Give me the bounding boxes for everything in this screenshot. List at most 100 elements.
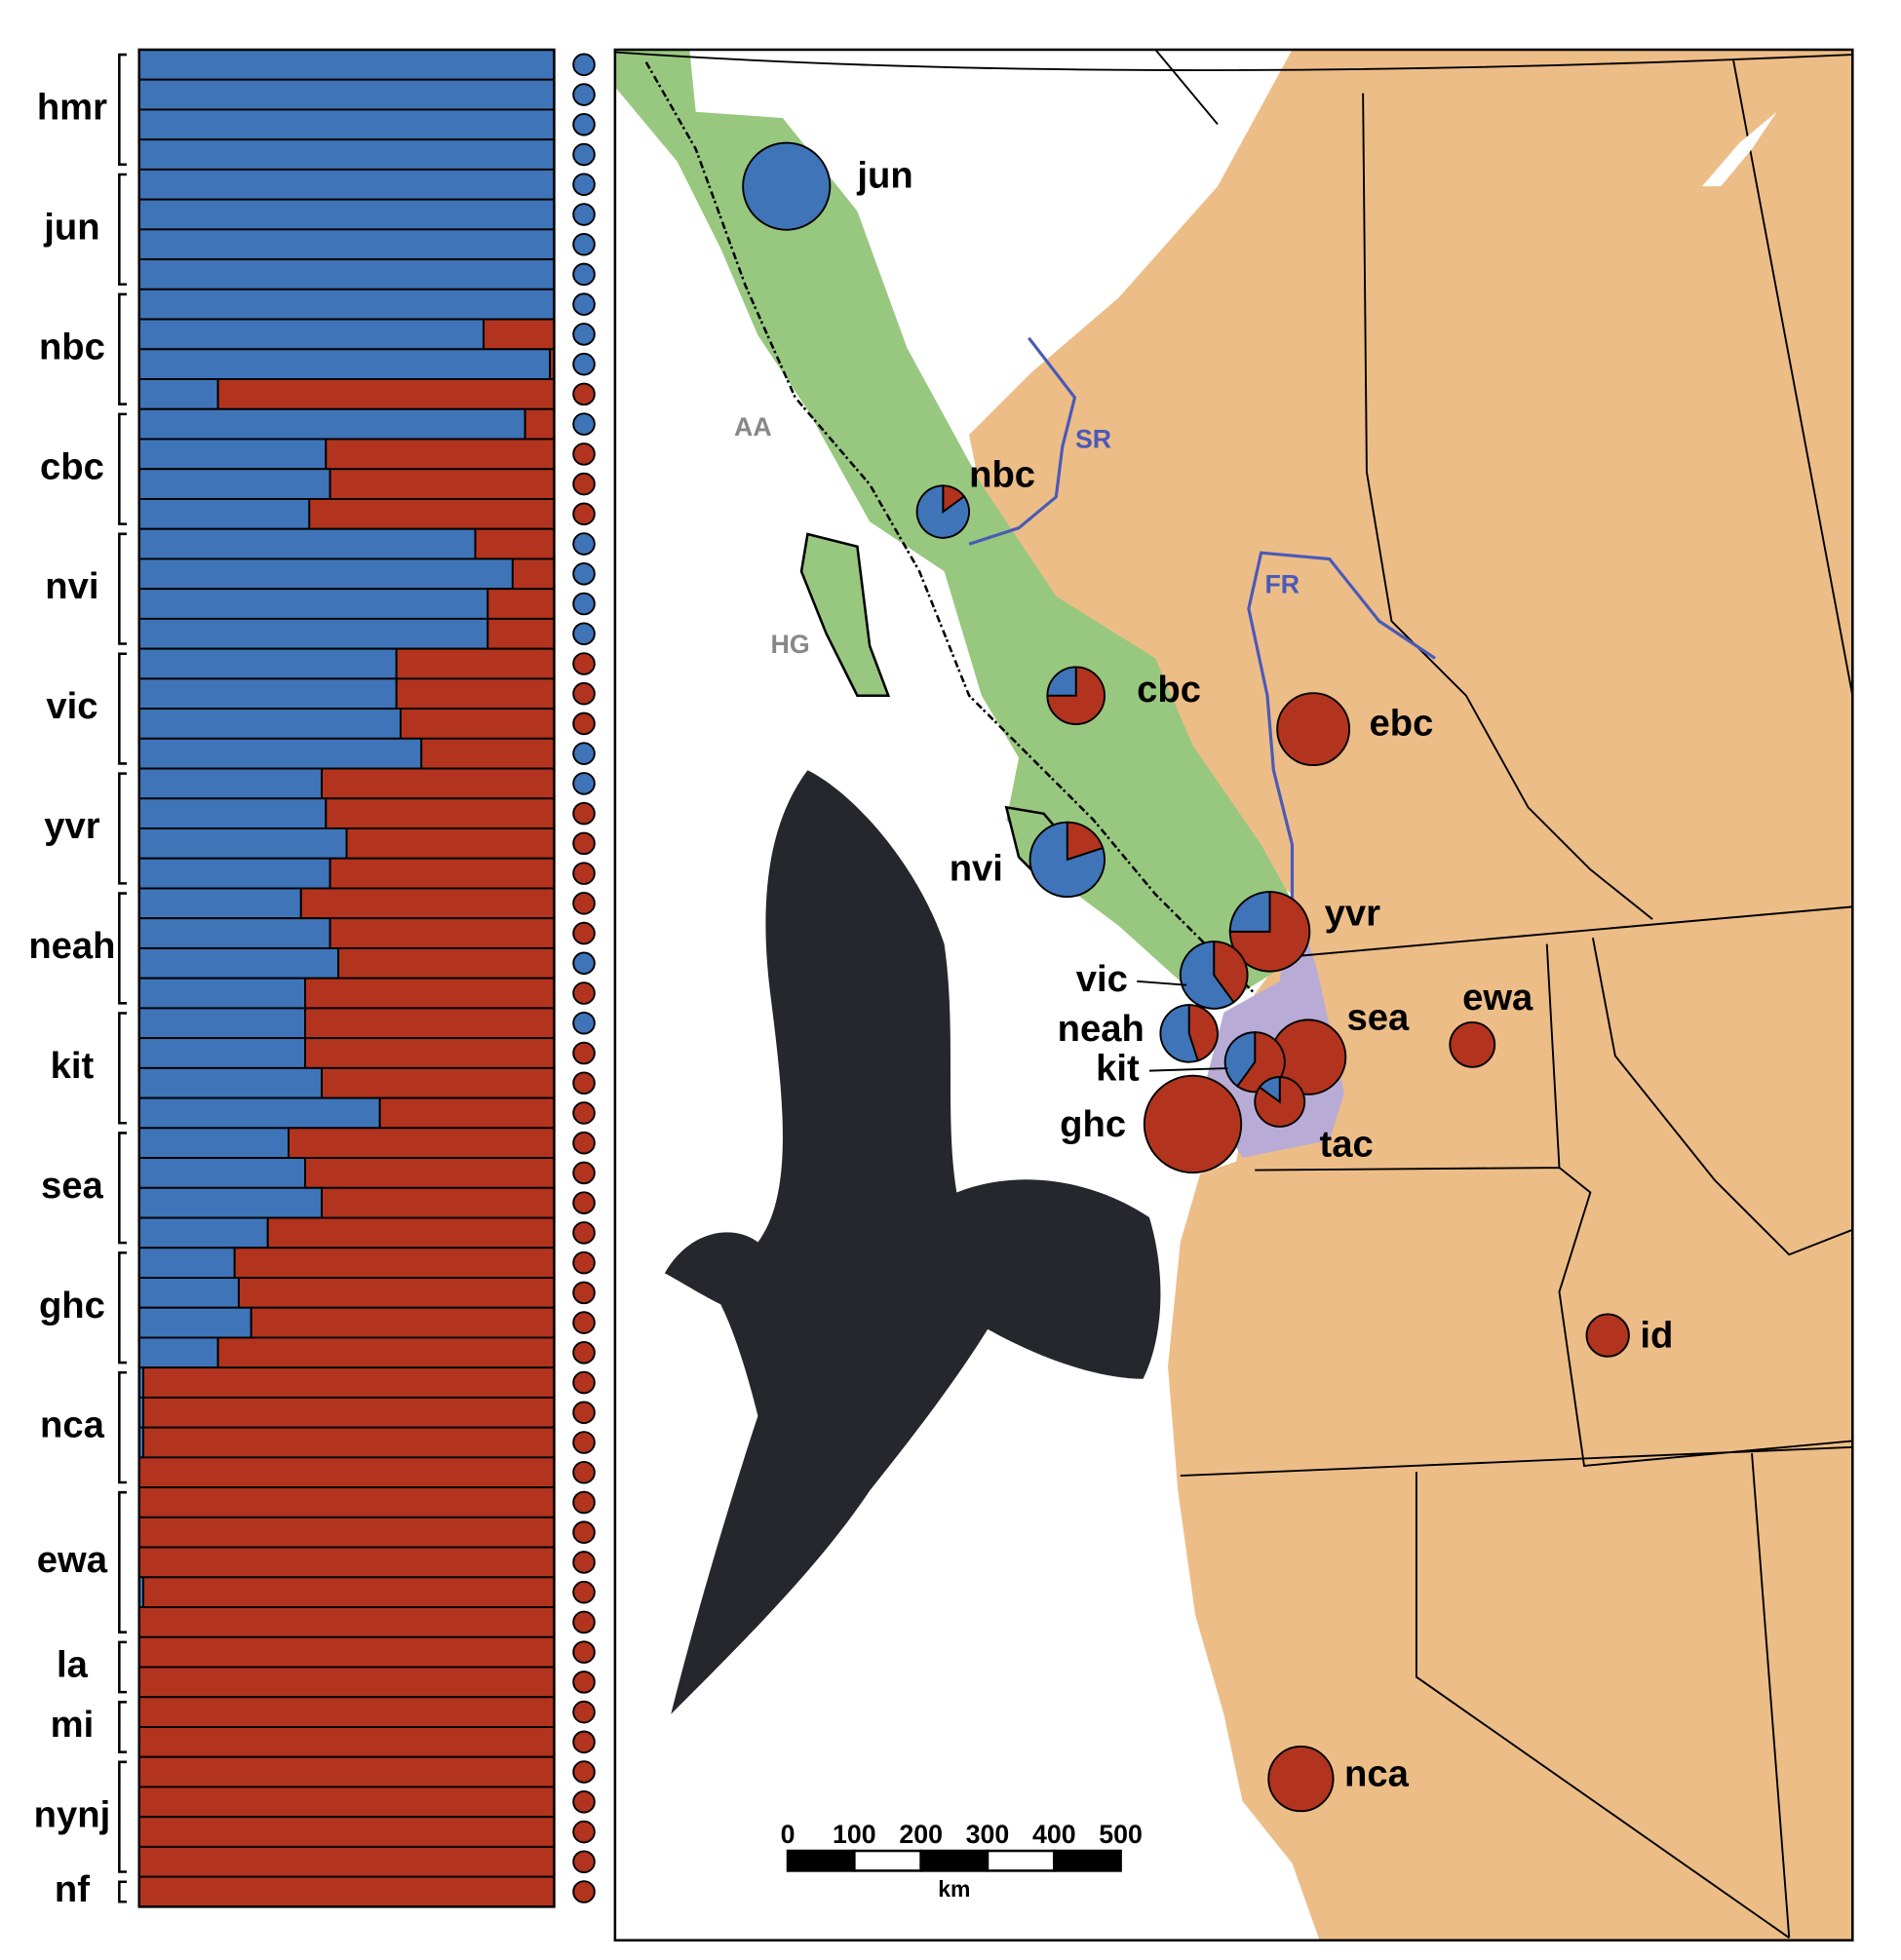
scale-segment xyxy=(786,1849,856,1872)
individual-dot xyxy=(572,951,596,976)
individual-dot xyxy=(572,1011,596,1035)
bar-segment xyxy=(137,407,526,441)
bar-segment xyxy=(137,1635,556,1669)
bar-segment xyxy=(329,857,556,890)
bar-segment xyxy=(237,1277,556,1309)
group-bracket xyxy=(118,1880,127,1903)
bar-segment xyxy=(137,1007,306,1040)
bar-segment xyxy=(486,617,556,650)
individual-dot xyxy=(572,323,596,346)
river xyxy=(1247,551,1436,902)
pie-label: ebc xyxy=(1369,702,1433,744)
pie-label: neah xyxy=(1058,1008,1144,1050)
borders xyxy=(1154,49,1853,1940)
bar-segment xyxy=(321,767,556,800)
individual-dot xyxy=(572,1820,596,1844)
bar-segment xyxy=(137,1066,324,1099)
bar-segment xyxy=(524,407,556,441)
pie-slice xyxy=(1213,941,1249,1004)
individual-dot xyxy=(572,1580,596,1604)
map: jun nbc cbc ebc nvi yvr vic neah sea kit tac ghc ewa… xyxy=(614,49,1853,1941)
group-bracket xyxy=(118,1371,127,1484)
group-bracket xyxy=(118,173,127,287)
bar-segment xyxy=(137,78,556,111)
bar-segment xyxy=(486,588,556,620)
bar-segment xyxy=(137,1755,556,1788)
pie-slice xyxy=(1276,692,1351,767)
bar-segment xyxy=(137,1726,556,1758)
individual-dot xyxy=(572,352,596,376)
bar-segment xyxy=(266,1216,556,1249)
individual-dot xyxy=(572,1460,596,1484)
individual-dot xyxy=(572,622,596,646)
group-bracket xyxy=(118,53,127,167)
individual-dot xyxy=(572,412,596,436)
crow-illustration xyxy=(664,770,1161,1714)
bar-segment xyxy=(142,1396,556,1429)
individual-dot xyxy=(572,801,596,826)
pie-slice xyxy=(1046,666,1077,697)
individual-dot xyxy=(572,232,596,256)
bar-segment xyxy=(137,1486,556,1518)
bar-segment xyxy=(216,1336,556,1369)
land xyxy=(969,49,1853,1941)
group-bracket xyxy=(118,1760,127,1873)
bar-segment xyxy=(137,1875,556,1908)
pie-slice xyxy=(1449,1020,1496,1068)
individual-dot xyxy=(572,113,596,136)
plot-frame xyxy=(137,48,556,1908)
bar-segment xyxy=(137,1816,556,1848)
bar-segment xyxy=(137,617,489,650)
individual-dot xyxy=(572,262,596,287)
group-label: yvr xyxy=(44,805,100,847)
pie-slice xyxy=(1258,1076,1281,1104)
pie-label: tac xyxy=(1320,1123,1374,1165)
individual-dot xyxy=(572,1101,596,1125)
individual-dot xyxy=(572,203,596,226)
bar-segment xyxy=(395,647,556,680)
bar-segment xyxy=(325,797,556,829)
bar-segment xyxy=(137,108,556,141)
individual-dot xyxy=(572,742,596,765)
bar-segment xyxy=(308,498,556,530)
individual-dot xyxy=(572,1880,596,1903)
pie-label: vic xyxy=(1076,958,1128,1000)
pie-slice xyxy=(1223,1031,1257,1088)
leader xyxy=(1148,1067,1228,1072)
bar-segment xyxy=(137,348,552,380)
bar-segment xyxy=(137,1336,219,1369)
region-label: AA xyxy=(734,412,772,442)
bar-segment xyxy=(137,1277,240,1309)
pie-label: yvr xyxy=(1325,892,1381,934)
bar-segment xyxy=(304,977,556,1010)
group-bracket xyxy=(118,1490,127,1633)
bar-segment xyxy=(137,1666,556,1699)
bar-segment xyxy=(137,1247,236,1279)
scale-segment xyxy=(986,1849,1056,1872)
group-label: neah xyxy=(28,925,115,967)
individual-dot xyxy=(572,1131,596,1155)
individual-dot xyxy=(572,892,596,915)
leader xyxy=(1137,980,1187,986)
bar-segment xyxy=(337,946,556,980)
individual-dot xyxy=(572,1071,596,1095)
individual-dot xyxy=(572,532,596,556)
bar-segment xyxy=(299,887,556,920)
group-bracket xyxy=(118,412,127,525)
pie-slice xyxy=(1143,1074,1243,1174)
bar-segment xyxy=(137,318,485,351)
individual-dot xyxy=(572,1311,596,1334)
bar-segment xyxy=(137,498,311,530)
region-label: HG xyxy=(771,630,810,659)
individual-dot xyxy=(572,292,596,316)
bar-segment xyxy=(137,887,302,920)
bar-segment xyxy=(137,1096,381,1130)
bar-segment xyxy=(137,49,556,81)
bar-segment xyxy=(137,1786,556,1819)
group-label: nbc xyxy=(39,326,105,367)
pie-layer: jun nbc cbc ebc nvi yvr vic neah sea kit tac ghc ewa… xyxy=(742,141,1673,1813)
individual-dot xyxy=(572,382,596,406)
individual-dot xyxy=(572,561,596,586)
